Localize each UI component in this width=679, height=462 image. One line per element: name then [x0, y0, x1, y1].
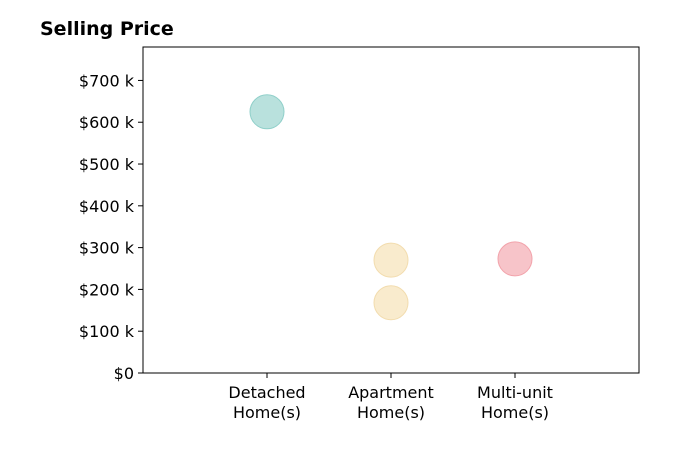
- data-point: [249, 94, 285, 130]
- data-point: [373, 242, 409, 278]
- y-tick-label: $500 k: [79, 155, 135, 174]
- y-tick-label: $600 k: [79, 113, 135, 132]
- x-tick-label: Apartment: [348, 383, 434, 402]
- y-tick-label: $300 k: [79, 239, 135, 258]
- x-tick-label: Home(s): [233, 403, 301, 422]
- x-tick-label: Multi-unit: [477, 383, 553, 402]
- x-axis: DetachedHome(s)ApartmentHome(s)Multi-uni…: [228, 373, 553, 422]
- y-tick-label: $100 k: [79, 322, 135, 341]
- y-axis: $0 $100 k $200 k $300 k $400 k $500 k $600 k $7…: [79, 71, 143, 383]
- plot-area-frame: [142, 46, 640, 374]
- y-tick-label: $200 k: [79, 280, 135, 299]
- data-points: [249, 94, 533, 321]
- y-tick-label: $0: [114, 364, 134, 383]
- x-tick-label: Home(s): [481, 403, 549, 422]
- chart-title: Selling Price: [40, 18, 174, 40]
- y-tick-label: $400 k: [79, 197, 135, 216]
- data-point: [497, 241, 533, 277]
- data-point: [373, 285, 409, 321]
- x-tick-label: Detached: [228, 383, 305, 402]
- x-tick-label: Home(s): [357, 403, 425, 422]
- y-tick-label: $700 k: [79, 71, 135, 90]
